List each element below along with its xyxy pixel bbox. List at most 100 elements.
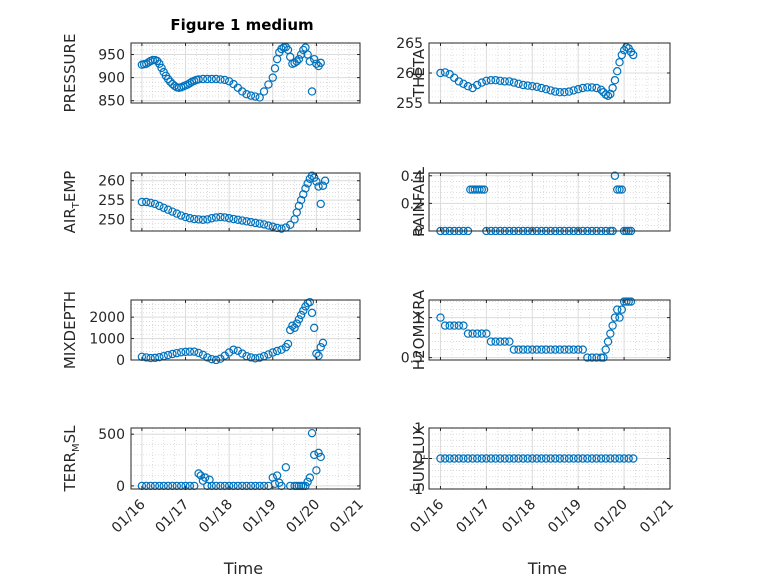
data-point (615, 58, 624, 67)
data-point (185, 78, 195, 88)
data-point (318, 181, 328, 190)
data-point (551, 345, 560, 354)
data-point (316, 58, 325, 68)
data-point (491, 75, 500, 85)
data-point (296, 310, 306, 320)
data-point (305, 297, 315, 307)
y-axis-label: PRESSURE (61, 34, 79, 113)
data-point (450, 454, 459, 463)
data-point (491, 454, 500, 463)
data-point (270, 64, 280, 73)
data-point (316, 342, 325, 352)
data-point (242, 90, 251, 99)
data-point (592, 83, 601, 93)
y-tick-label: 250 (98, 212, 125, 228)
data-point (532, 345, 542, 354)
data-point (445, 454, 454, 463)
data-point (307, 308, 317, 318)
data-point (459, 454, 468, 463)
axes-box (130, 42, 361, 104)
data-point (473, 454, 482, 463)
x-axis-label: Time (223, 559, 263, 578)
data-point (292, 319, 301, 328)
data-point (168, 207, 177, 216)
x-tick-label: 01/19 (545, 497, 585, 537)
data-point (619, 454, 629, 463)
data-point (310, 54, 319, 64)
y-tick-label: 0 (116, 479, 125, 495)
data-point (142, 353, 151, 362)
axes-box (428, 172, 671, 232)
data-point (436, 68, 445, 78)
data-point (220, 213, 229, 222)
data-point (203, 215, 212, 224)
data-point (514, 345, 523, 354)
data-point (509, 454, 519, 463)
data-point (624, 454, 633, 463)
data-point (246, 353, 256, 362)
data-point (224, 214, 234, 223)
marker-series (436, 43, 638, 101)
data-point (560, 345, 569, 354)
data-point (468, 329, 477, 338)
data-point (200, 473, 210, 482)
data-point (207, 74, 216, 84)
data-point (172, 209, 181, 218)
data-point (610, 171, 620, 180)
data-point (518, 345, 528, 354)
data-point (281, 42, 291, 52)
data-point (312, 177, 321, 186)
data-point (546, 454, 555, 463)
data-point (296, 50, 306, 59)
data-point (303, 179, 312, 188)
data-point (555, 345, 565, 354)
data-point (246, 217, 256, 227)
data-point (500, 337, 509, 346)
data-point (181, 347, 190, 357)
data-point (564, 87, 574, 96)
data-point (163, 205, 173, 214)
data-point (163, 74, 173, 84)
data-point (440, 321, 450, 330)
data-point (185, 214, 195, 223)
data-point (259, 220, 269, 229)
data-point (229, 214, 238, 224)
axes-box (130, 299, 361, 361)
data-point (155, 201, 164, 211)
data-point (523, 81, 532, 90)
data-point (294, 315, 304, 324)
y-tick-label: 850 (98, 94, 125, 110)
y-axis-label: THETA (410, 48, 428, 98)
data-point (629, 50, 638, 60)
data-point (569, 86, 578, 95)
data-point (537, 454, 546, 463)
data-point (555, 87, 565, 97)
data-point (495, 76, 505, 86)
y-axis-label: MIXDEPTH (61, 291, 79, 369)
x-tick-label: 01/16 (407, 496, 447, 536)
y-tick-label: 255 (98, 193, 125, 209)
y-tick-label: 0.2 (401, 196, 423, 212)
data-point (626, 297, 636, 306)
data-point (532, 454, 542, 463)
data-point (475, 185, 484, 194)
data-point (314, 182, 323, 191)
data-point (194, 215, 203, 224)
data-point (551, 454, 560, 463)
y-tick-label: 500 (98, 427, 125, 443)
data-point (560, 454, 569, 463)
data-point (194, 348, 203, 358)
data-point (316, 452, 325, 462)
data-point (615, 185, 624, 194)
data-point (473, 329, 482, 338)
data-point (194, 75, 203, 84)
data-point (194, 469, 203, 478)
data-point (622, 297, 631, 306)
data-point (233, 346, 243, 355)
data-point (185, 347, 195, 356)
data-point (157, 63, 166, 73)
subplot-pressure: 850 900 950 PRESSURE (61, 34, 361, 113)
data-point (486, 454, 496, 463)
